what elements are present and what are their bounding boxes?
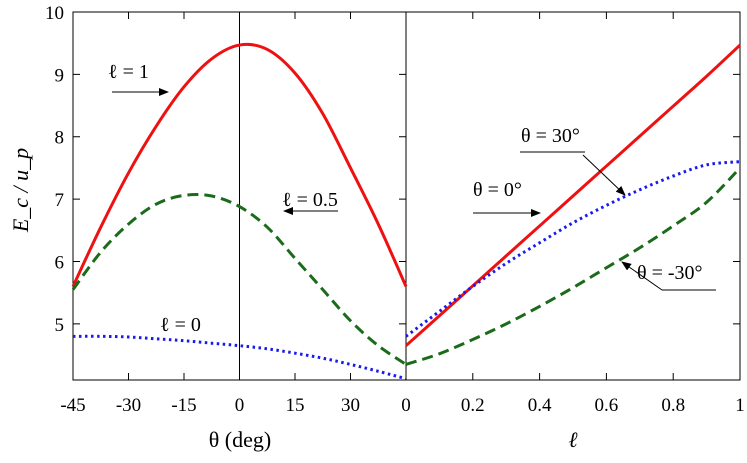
- y-tick-label: 8: [55, 128, 65, 149]
- x-tick-label: 15: [286, 395, 305, 416]
- annotation-theta-30: θ = -30°: [637, 262, 703, 284]
- y-tick-label: 5: [55, 315, 65, 336]
- annotation-l05: ℓ = 0.5: [282, 189, 338, 211]
- series-line-left-0: [71, 42, 408, 288]
- x-tick-label: 0.2: [461, 395, 485, 416]
- x-tick-label: 0.8: [661, 395, 685, 416]
- x-axis-label-right: ℓ: [568, 427, 578, 452]
- y-axis-label: E_c / u_p: [8, 148, 33, 233]
- annotation-theta0: θ = 0°: [473, 179, 522, 201]
- x-tick-label: 0.4: [528, 395, 552, 416]
- y-tick-label: 9: [55, 65, 65, 86]
- plot-frame-right: [405, 11, 741, 381]
- y-tick-label: 7: [55, 190, 65, 211]
- x-tick-label: -45: [60, 395, 85, 416]
- annotation-theta30: θ = 30°: [521, 125, 580, 147]
- annotation-l1: ℓ = 1: [108, 61, 149, 83]
- x-tick-label: 0.6: [595, 395, 619, 416]
- x-tick-label: 0: [235, 395, 245, 416]
- series-line-left-2: [72, 334, 407, 381]
- series-line-right-0: [405, 43, 742, 347]
- annotation-l0: ℓ = 0: [160, 314, 201, 336]
- annotation-arrow-3: [582, 154, 626, 196]
- series-line-right-2: [405, 166, 742, 366]
- series-line-left-1: [71, 192, 407, 366]
- series-line-right-1: [405, 160, 741, 338]
- y-tick-label: 10: [45, 3, 64, 24]
- x-axis-label-left: θ (deg): [209, 427, 271, 452]
- annotation-arrow-4: [621, 261, 663, 291]
- x-tick-label: 30: [341, 395, 360, 416]
- x-tick-label: 1: [735, 395, 745, 416]
- y-tick-label: 6: [55, 252, 65, 273]
- x-tick-label: -30: [116, 395, 141, 416]
- x-tick-label: 0: [401, 395, 411, 416]
- x-tick-label: -15: [171, 395, 196, 416]
